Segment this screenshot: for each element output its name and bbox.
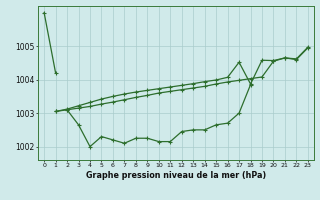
X-axis label: Graphe pression niveau de la mer (hPa): Graphe pression niveau de la mer (hPa) (86, 171, 266, 180)
